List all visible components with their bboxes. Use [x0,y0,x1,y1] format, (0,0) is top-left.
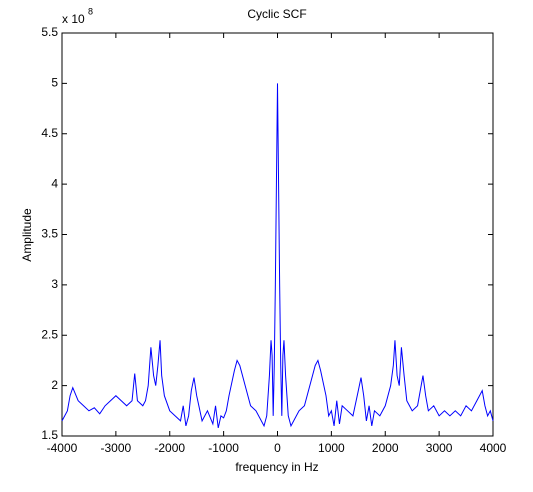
x-tick-label: 3000 [426,441,453,455]
y-axis-label: Amplitude [20,208,34,262]
chart-title: Cyclic SCF [247,7,306,21]
y-tick-label: 5 [51,76,58,90]
y-tick-label: 5.5 [41,25,58,39]
y-tick-label: 2 [51,378,58,392]
x-tick-label: 0 [274,441,281,455]
y-tick-label: 3.5 [41,227,58,241]
x-tick-label: -1000 [208,441,239,455]
x-tick-label: 4000 [480,441,507,455]
y-tick-label: 4.5 [41,126,58,140]
x-tick-label: 1000 [318,441,345,455]
y-multiplier: x 10 [62,12,85,26]
x-axis-label: frequency in Hz [235,460,318,474]
x-tick-label: -3000 [101,441,132,455]
y-tick-label: 3 [51,277,58,291]
y-tick-label: 4 [51,176,58,190]
x-tick-label: -4000 [47,441,78,455]
y-tick-label: 2.5 [41,327,58,341]
x-tick-label: -2000 [154,441,185,455]
x-tick-label: 2000 [372,441,399,455]
data-line [61,83,494,429]
y-tick-label: 1.5 [41,428,58,442]
y-multiplier-exponent: 8 [88,6,93,16]
